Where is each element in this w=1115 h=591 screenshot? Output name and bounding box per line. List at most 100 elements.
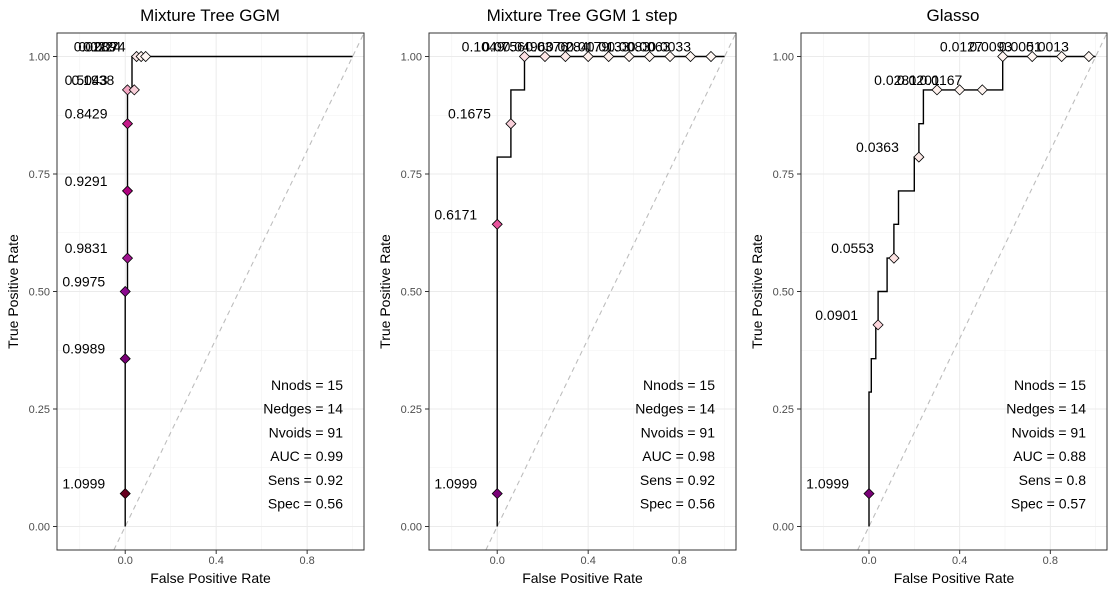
y-tick-label: 0.50	[29, 287, 50, 299]
threshold-label: 0.0553	[831, 240, 874, 256]
diagonal-reference-line	[113, 33, 364, 550]
threshold-label: 0.1049	[462, 39, 505, 55]
y-tick-label: 0.00	[29, 522, 50, 534]
threshold-label: 0.0363	[856, 139, 899, 155]
threshold-label: 0.0224	[78, 39, 121, 55]
y-tick-label: 1.00	[401, 52, 422, 64]
threshold-marker	[505, 118, 517, 130]
threshold-marker	[491, 218, 503, 230]
stat-label: Nnods = 15	[271, 377, 343, 393]
x-tick-label: 0.0	[118, 555, 133, 567]
diagonal-reference-line	[857, 33, 1107, 550]
threshold-label: 0.0376	[525, 39, 568, 55]
stat-label: Spec = 0.56	[268, 496, 343, 512]
x-tick-label: 0.8	[671, 555, 686, 567]
threshold-marker	[121, 185, 134, 197]
threshold-label: 0.0901	[815, 307, 858, 323]
x-tick-label: 0.8	[299, 555, 314, 567]
x-tick-label: 0.8	[1043, 555, 1058, 567]
threshold-label: 0.0013	[1026, 39, 1069, 55]
threshold-marker	[119, 285, 131, 298]
roc-panel-1: 1.0999 0.9989 0.9975 0.9831 0.9291 0.8429 0.50…	[5, 6, 365, 586]
x-axis-title: False Positive Rate	[894, 570, 1015, 586]
y-axis-title: True Positive Rate	[5, 234, 21, 349]
threshold-marker	[121, 252, 134, 264]
threshold-label: 0.0289	[74, 39, 117, 55]
threshold-label: 0.0051	[999, 39, 1042, 55]
threshold-label: 0.8429	[65, 106, 108, 122]
threshold-marker	[1026, 50, 1038, 63]
threshold-label: 0.9291	[65, 173, 108, 189]
stat-label: Nvoids = 91	[1012, 424, 1087, 440]
threshold-marker	[863, 488, 875, 500]
threshold-label: 0.0179	[566, 39, 609, 55]
threshold-label: 1.0999	[434, 476, 477, 492]
threshold-label: 0.9831	[65, 240, 108, 256]
threshold-label: 0.1675	[448, 106, 491, 122]
threshold-label: 0.0284	[546, 39, 589, 55]
threshold-marker	[684, 50, 697, 63]
chart-title: Glasso	[927, 6, 980, 25]
threshold-marker	[1083, 50, 1095, 63]
stat-label: Spec = 0.57	[1011, 496, 1086, 512]
threshold-label: 0.0167	[920, 72, 963, 88]
roc-curve	[868, 55, 1096, 527]
stat-label: Sens = 0.8	[1019, 472, 1087, 488]
x-tick-label: 0.4	[952, 555, 967, 567]
y-axis-title: True Positive Rate	[749, 234, 765, 349]
y-tick-label: 0.00	[773, 522, 794, 534]
threshold-label: 0.5043	[65, 72, 108, 88]
threshold-marker	[872, 319, 884, 331]
threshold-label: 0.0083	[607, 39, 650, 55]
chart-title: Mixture Tree GGM	[140, 6, 280, 25]
threshold-marker	[644, 50, 656, 63]
threshold-marker	[623, 50, 635, 63]
stat-label: Nvoids = 91	[641, 424, 716, 440]
threshold-marker	[582, 50, 594, 63]
threshold-marker	[976, 84, 988, 96]
stat-label: Nnods = 15	[643, 377, 715, 393]
threshold-marker	[121, 118, 134, 130]
threshold-label: 0.0496	[503, 39, 546, 55]
chart-title: Mixture Tree GGM 1 step	[487, 6, 678, 25]
threshold-label: 0.1938	[71, 72, 114, 88]
threshold-marker	[603, 50, 615, 63]
y-tick-label: 0.75	[773, 169, 794, 181]
stat-label: Spec = 0.56	[640, 496, 715, 512]
threshold-marker	[140, 50, 152, 63]
y-tick-label: 0.50	[773, 287, 794, 299]
x-axis-title: False Positive Rate	[522, 570, 643, 586]
stat-label: Nedges = 14	[263, 401, 343, 417]
threshold-marker	[119, 488, 131, 500]
threshold-marker	[931, 84, 943, 96]
y-axis-title: True Positive Rate	[377, 234, 393, 349]
stat-label: Nedges = 14	[635, 401, 715, 417]
threshold-label: 0.0127	[940, 39, 983, 55]
threshold-label: 0.0281	[874, 72, 917, 88]
threshold-label: 0.6171	[434, 206, 477, 222]
threshold-label: 1.0999	[806, 476, 849, 492]
threshold-marker	[954, 84, 966, 96]
y-tick-label: 0.25	[29, 404, 50, 416]
threshold-marker	[913, 151, 925, 163]
threshold-marker	[128, 84, 140, 96]
x-axis-title: False Positive Rate	[150, 570, 271, 586]
x-tick-label: 0.0	[490, 555, 505, 567]
stat-label: Sens = 0.92	[640, 472, 715, 488]
roc-panel-2: 1.0999 0.6171 0.1675 0.10490.07560.04960.03…	[377, 6, 737, 586]
threshold-marker	[1056, 50, 1068, 63]
threshold-label: 0.0093	[969, 39, 1012, 55]
y-tick-label: 0.00	[401, 522, 422, 534]
stat-label: Sens = 0.92	[268, 472, 343, 488]
threshold-marker	[518, 50, 531, 63]
x-tick-label: 0.4	[581, 555, 596, 567]
threshold-label: 1.0999	[62, 476, 105, 492]
roc-panel-3: 1.09990.09010.05530.03630.02810.02010.01…	[749, 6, 1108, 586]
threshold-label: 0.9975	[62, 274, 105, 290]
threshold-marker	[997, 50, 1009, 63]
diagonal-reference-line	[485, 33, 736, 550]
y-tick-label: 1.00	[773, 52, 794, 64]
x-tick-label: 0.0	[861, 555, 876, 567]
